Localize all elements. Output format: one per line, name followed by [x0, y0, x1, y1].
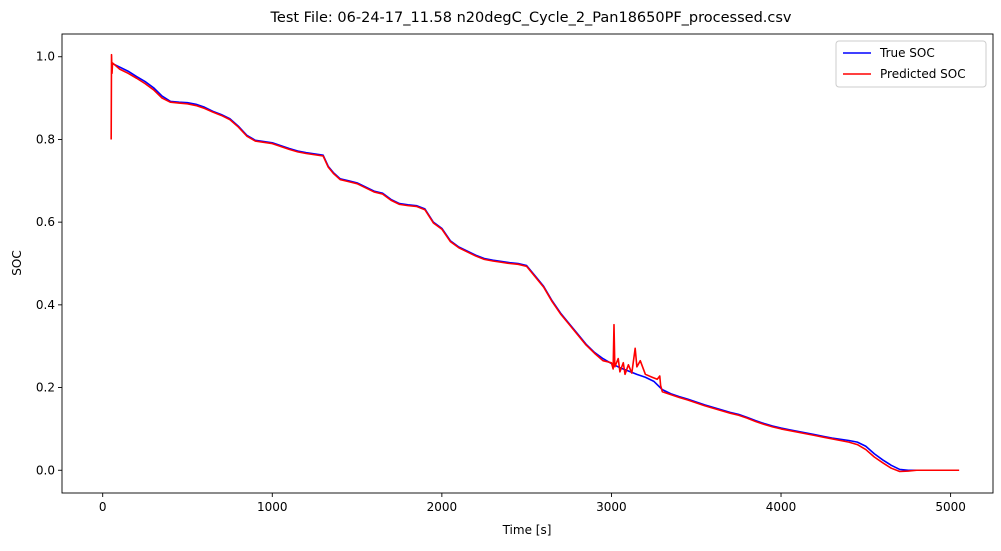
y-tick-label: 1.0	[36, 50, 55, 64]
x-tick-label: 2000	[427, 500, 458, 514]
y-tick-label: 0.6	[36, 215, 55, 229]
legend-label-true-soc: True SOC	[879, 46, 935, 60]
x-tick-label: 3000	[596, 500, 627, 514]
legend-box	[835, 40, 987, 88]
x-tick-label: 4000	[766, 500, 797, 514]
x-tick-label: 0	[99, 500, 107, 514]
x-tick-label: 1000	[257, 500, 288, 514]
x-axis-label: Time [s]	[502, 523, 552, 537]
y-axis-label: SOC	[10, 250, 24, 275]
y-axis-ticks: 0.0 0.2 0.4 0.6 0.8 1.0	[36, 50, 62, 477]
series-line-predicted-soc	[110, 53, 960, 473]
y-tick-label: 0.4	[36, 298, 55, 312]
y-tick-label: 0.2	[36, 381, 55, 395]
chart-title: Test File: 06-24-17_11.58 n20degC_Cycle_…	[270, 10, 792, 26]
x-tick-label: 5000	[935, 500, 966, 514]
y-tick-label: 0.8	[36, 132, 55, 146]
series-layer	[110, 53, 960, 473]
plot-area-frame	[61, 33, 994, 494]
legend: True SOC Predicted SOC	[835, 40, 987, 88]
legend-label-predicted-soc: Predicted SOC	[880, 67, 966, 81]
x-axis-ticks: 0 1000 2000 3000 4000 5000	[99, 493, 966, 514]
y-tick-label: 0.0	[36, 463, 55, 477]
